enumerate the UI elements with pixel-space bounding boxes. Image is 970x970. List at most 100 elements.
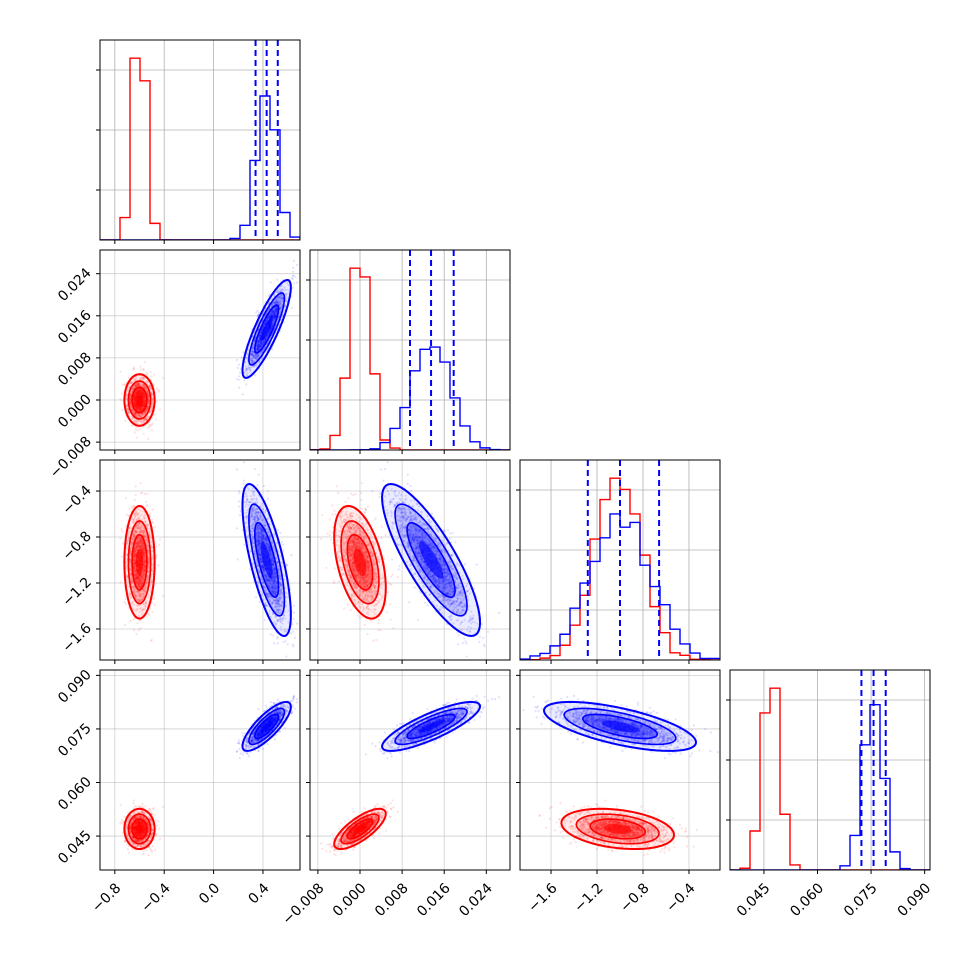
scatter-point bbox=[145, 417, 148, 421]
scatter-point bbox=[137, 388, 140, 391]
scatter-point bbox=[141, 408, 144, 411]
scatter-point bbox=[251, 361, 254, 364]
scatter-point bbox=[141, 404, 144, 408]
scatter-point bbox=[265, 312, 268, 315]
scatter-point bbox=[131, 389, 134, 392]
scatter-point bbox=[270, 348, 274, 351]
scatter-point bbox=[249, 368, 252, 372]
scatter-point bbox=[151, 397, 154, 400]
scatter-point bbox=[135, 414, 138, 417]
scatter-point bbox=[143, 404, 146, 407]
scatter-point bbox=[262, 340, 265, 343]
scatter-point bbox=[138, 408, 141, 411]
scatter-point bbox=[155, 387, 158, 390]
scatter-point bbox=[136, 391, 139, 394]
scatter-point bbox=[150, 402, 154, 405]
scatter-point bbox=[251, 347, 255, 351]
scatter-point bbox=[256, 354, 259, 357]
scatter-point bbox=[136, 407, 139, 410]
scatter-point bbox=[268, 316, 271, 319]
scatter-point bbox=[147, 415, 150, 418]
scatter-point bbox=[143, 401, 147, 404]
scatter-point bbox=[135, 384, 138, 387]
scatter-point bbox=[291, 270, 295, 273]
scatter-point bbox=[274, 313, 277, 316]
scatter-point bbox=[143, 393, 146, 396]
scatter-point bbox=[137, 391, 141, 394]
scatter-point bbox=[142, 405, 145, 408]
scatter-point bbox=[126, 389, 129, 393]
scatter-point bbox=[133, 393, 136, 397]
scatter-point bbox=[258, 344, 261, 347]
scatter-point bbox=[120, 392, 123, 395]
scatter-point bbox=[133, 398, 136, 402]
scatter-point bbox=[133, 403, 136, 406]
scatter-point bbox=[281, 299, 284, 303]
scatter-point bbox=[275, 301, 278, 304]
scatter-point bbox=[281, 300, 284, 303]
scatter-point bbox=[258, 336, 262, 339]
scatter-point bbox=[272, 317, 275, 320]
scatter-point bbox=[284, 304, 287, 308]
scatter-point bbox=[273, 312, 276, 315]
scatter-point bbox=[273, 314, 276, 317]
scatter-point bbox=[270, 324, 274, 327]
scatter-point bbox=[150, 393, 154, 397]
scatter-point bbox=[272, 310, 275, 313]
scatter-point bbox=[254, 354, 257, 357]
scatter-point bbox=[284, 288, 288, 292]
scatter-point bbox=[132, 368, 135, 371]
scatter-point bbox=[278, 301, 281, 304]
scatter-point bbox=[137, 408, 141, 411]
scatter-point bbox=[278, 295, 281, 299]
scatter-point bbox=[129, 405, 132, 408]
scatter-point bbox=[265, 318, 268, 321]
scatter-point bbox=[143, 402, 146, 405]
scatter-point bbox=[257, 338, 260, 341]
scatter-point bbox=[274, 301, 277, 304]
scatter-point bbox=[140, 406, 143, 409]
scatter-point bbox=[280, 295, 284, 298]
scatter-point bbox=[290, 306, 293, 310]
scatter-point bbox=[275, 309, 278, 312]
scatter-point bbox=[138, 406, 142, 409]
scatter-point bbox=[133, 402, 136, 405]
scatter-point bbox=[274, 307, 278, 310]
scatter-point bbox=[258, 337, 261, 340]
scatter-point bbox=[257, 344, 260, 347]
scatter-point bbox=[134, 405, 137, 408]
scatter-point bbox=[139, 390, 142, 393]
scatter-point bbox=[247, 365, 250, 368]
scatter-point bbox=[134, 383, 137, 387]
scatter-point bbox=[146, 407, 149, 410]
scatter-point bbox=[259, 344, 262, 347]
scatter-point bbox=[150, 387, 153, 391]
scatter-point bbox=[252, 350, 255, 353]
scatter-point bbox=[274, 308, 278, 311]
scatter-point bbox=[142, 403, 145, 406]
scatter-point bbox=[151, 405, 154, 408]
scatter-point bbox=[133, 401, 136, 404]
scatter-point bbox=[153, 373, 156, 376]
scatter-point bbox=[257, 314, 260, 317]
scatter-point bbox=[137, 382, 141, 385]
scatter-point bbox=[138, 391, 141, 394]
scatter-point bbox=[139, 390, 142, 393]
scatter-point bbox=[146, 504, 149, 507]
scatter-point bbox=[133, 396, 136, 399]
scatter-point bbox=[264, 338, 268, 341]
scatter-point bbox=[147, 402, 150, 405]
scatter-point bbox=[270, 315, 273, 318]
scatter-point bbox=[144, 399, 147, 403]
panel-content bbox=[310, 250, 510, 450]
scatter-point bbox=[129, 405, 133, 408]
scatter-point bbox=[272, 319, 275, 322]
scatter-point bbox=[281, 297, 284, 300]
scatter-point bbox=[144, 409, 147, 412]
scatter-point bbox=[127, 376, 130, 379]
panel-content bbox=[100, 460, 300, 660]
scatter-point bbox=[259, 331, 263, 334]
scatter-point bbox=[146, 408, 149, 411]
scatter-point bbox=[259, 342, 262, 345]
scatter-point bbox=[136, 426, 139, 429]
